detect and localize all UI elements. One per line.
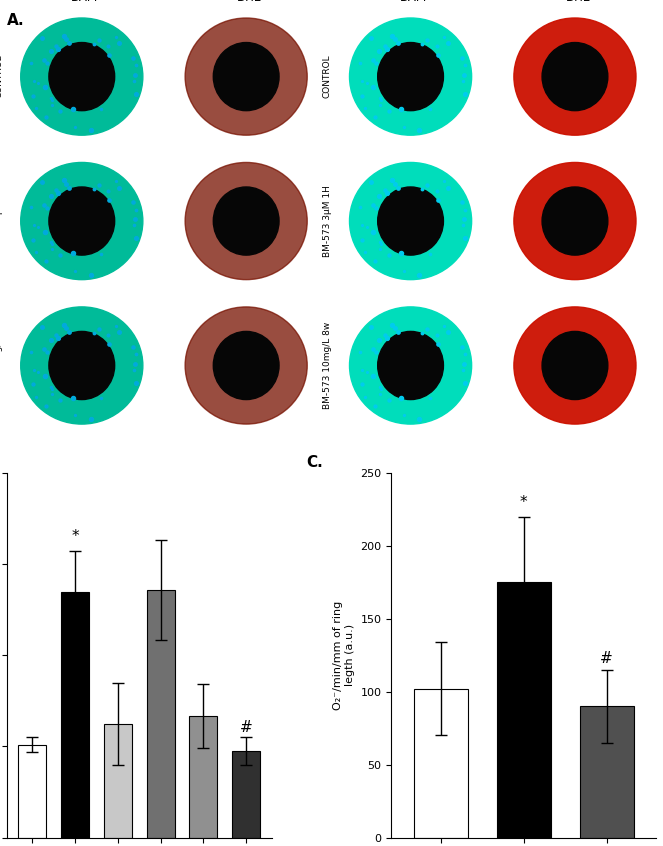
Bar [61,591,89,838]
Text: DHE: DHE [566,0,591,4]
Ellipse shape [542,187,608,255]
Ellipse shape [21,307,143,424]
Text: BM-573 3μM 1H: BM-573 3μM 1H [323,185,332,257]
Ellipse shape [185,162,307,280]
Ellipse shape [349,307,471,424]
Ellipse shape [378,42,444,111]
Text: C.: C. [306,455,323,470]
Ellipse shape [213,42,279,111]
Text: #: # [240,720,253,734]
Text: BM-573 10mg/L 8w: BM-573 10mg/L 8w [323,321,332,409]
Bar [147,590,174,838]
Ellipse shape [49,332,115,399]
Ellipse shape [213,187,279,255]
Bar [19,744,46,838]
Text: #: # [600,651,613,666]
Text: DAPI: DAPI [400,0,428,4]
Ellipse shape [49,42,115,111]
Bar [232,751,260,838]
Ellipse shape [514,162,636,280]
Ellipse shape [349,162,471,280]
Text: *: * [71,530,79,544]
Text: *: * [520,495,528,509]
Ellipse shape [378,187,444,255]
Bar [190,717,217,838]
Bar [104,723,132,838]
Ellipse shape [185,18,307,135]
Bar [579,706,634,838]
Text: BM-573 3μM 1H: BM-573 3μM 1H [0,185,3,257]
Text: CONTROL: CONTROL [323,55,332,98]
Ellipse shape [21,162,143,280]
Text: A.: A. [7,13,25,28]
Ellipse shape [49,187,115,255]
Ellipse shape [213,332,279,399]
Ellipse shape [185,307,307,424]
Text: CONTROL: CONTROL [0,55,3,98]
Ellipse shape [514,307,636,424]
Text: DHE: DHE [237,0,262,4]
Ellipse shape [542,42,608,111]
Ellipse shape [542,332,608,399]
Ellipse shape [349,18,471,135]
Ellipse shape [21,18,143,135]
Bar [497,582,551,838]
Text: DAPI: DAPI [72,0,99,4]
Y-axis label: O₂⁻/min/mm of ring
legth (a.u.): O₂⁻/min/mm of ring legth (a.u.) [333,601,355,710]
Text: BM-573 10mg/L 8w: BM-573 10mg/L 8w [0,321,3,409]
Bar [414,689,468,838]
Ellipse shape [378,332,444,399]
Ellipse shape [514,18,636,135]
